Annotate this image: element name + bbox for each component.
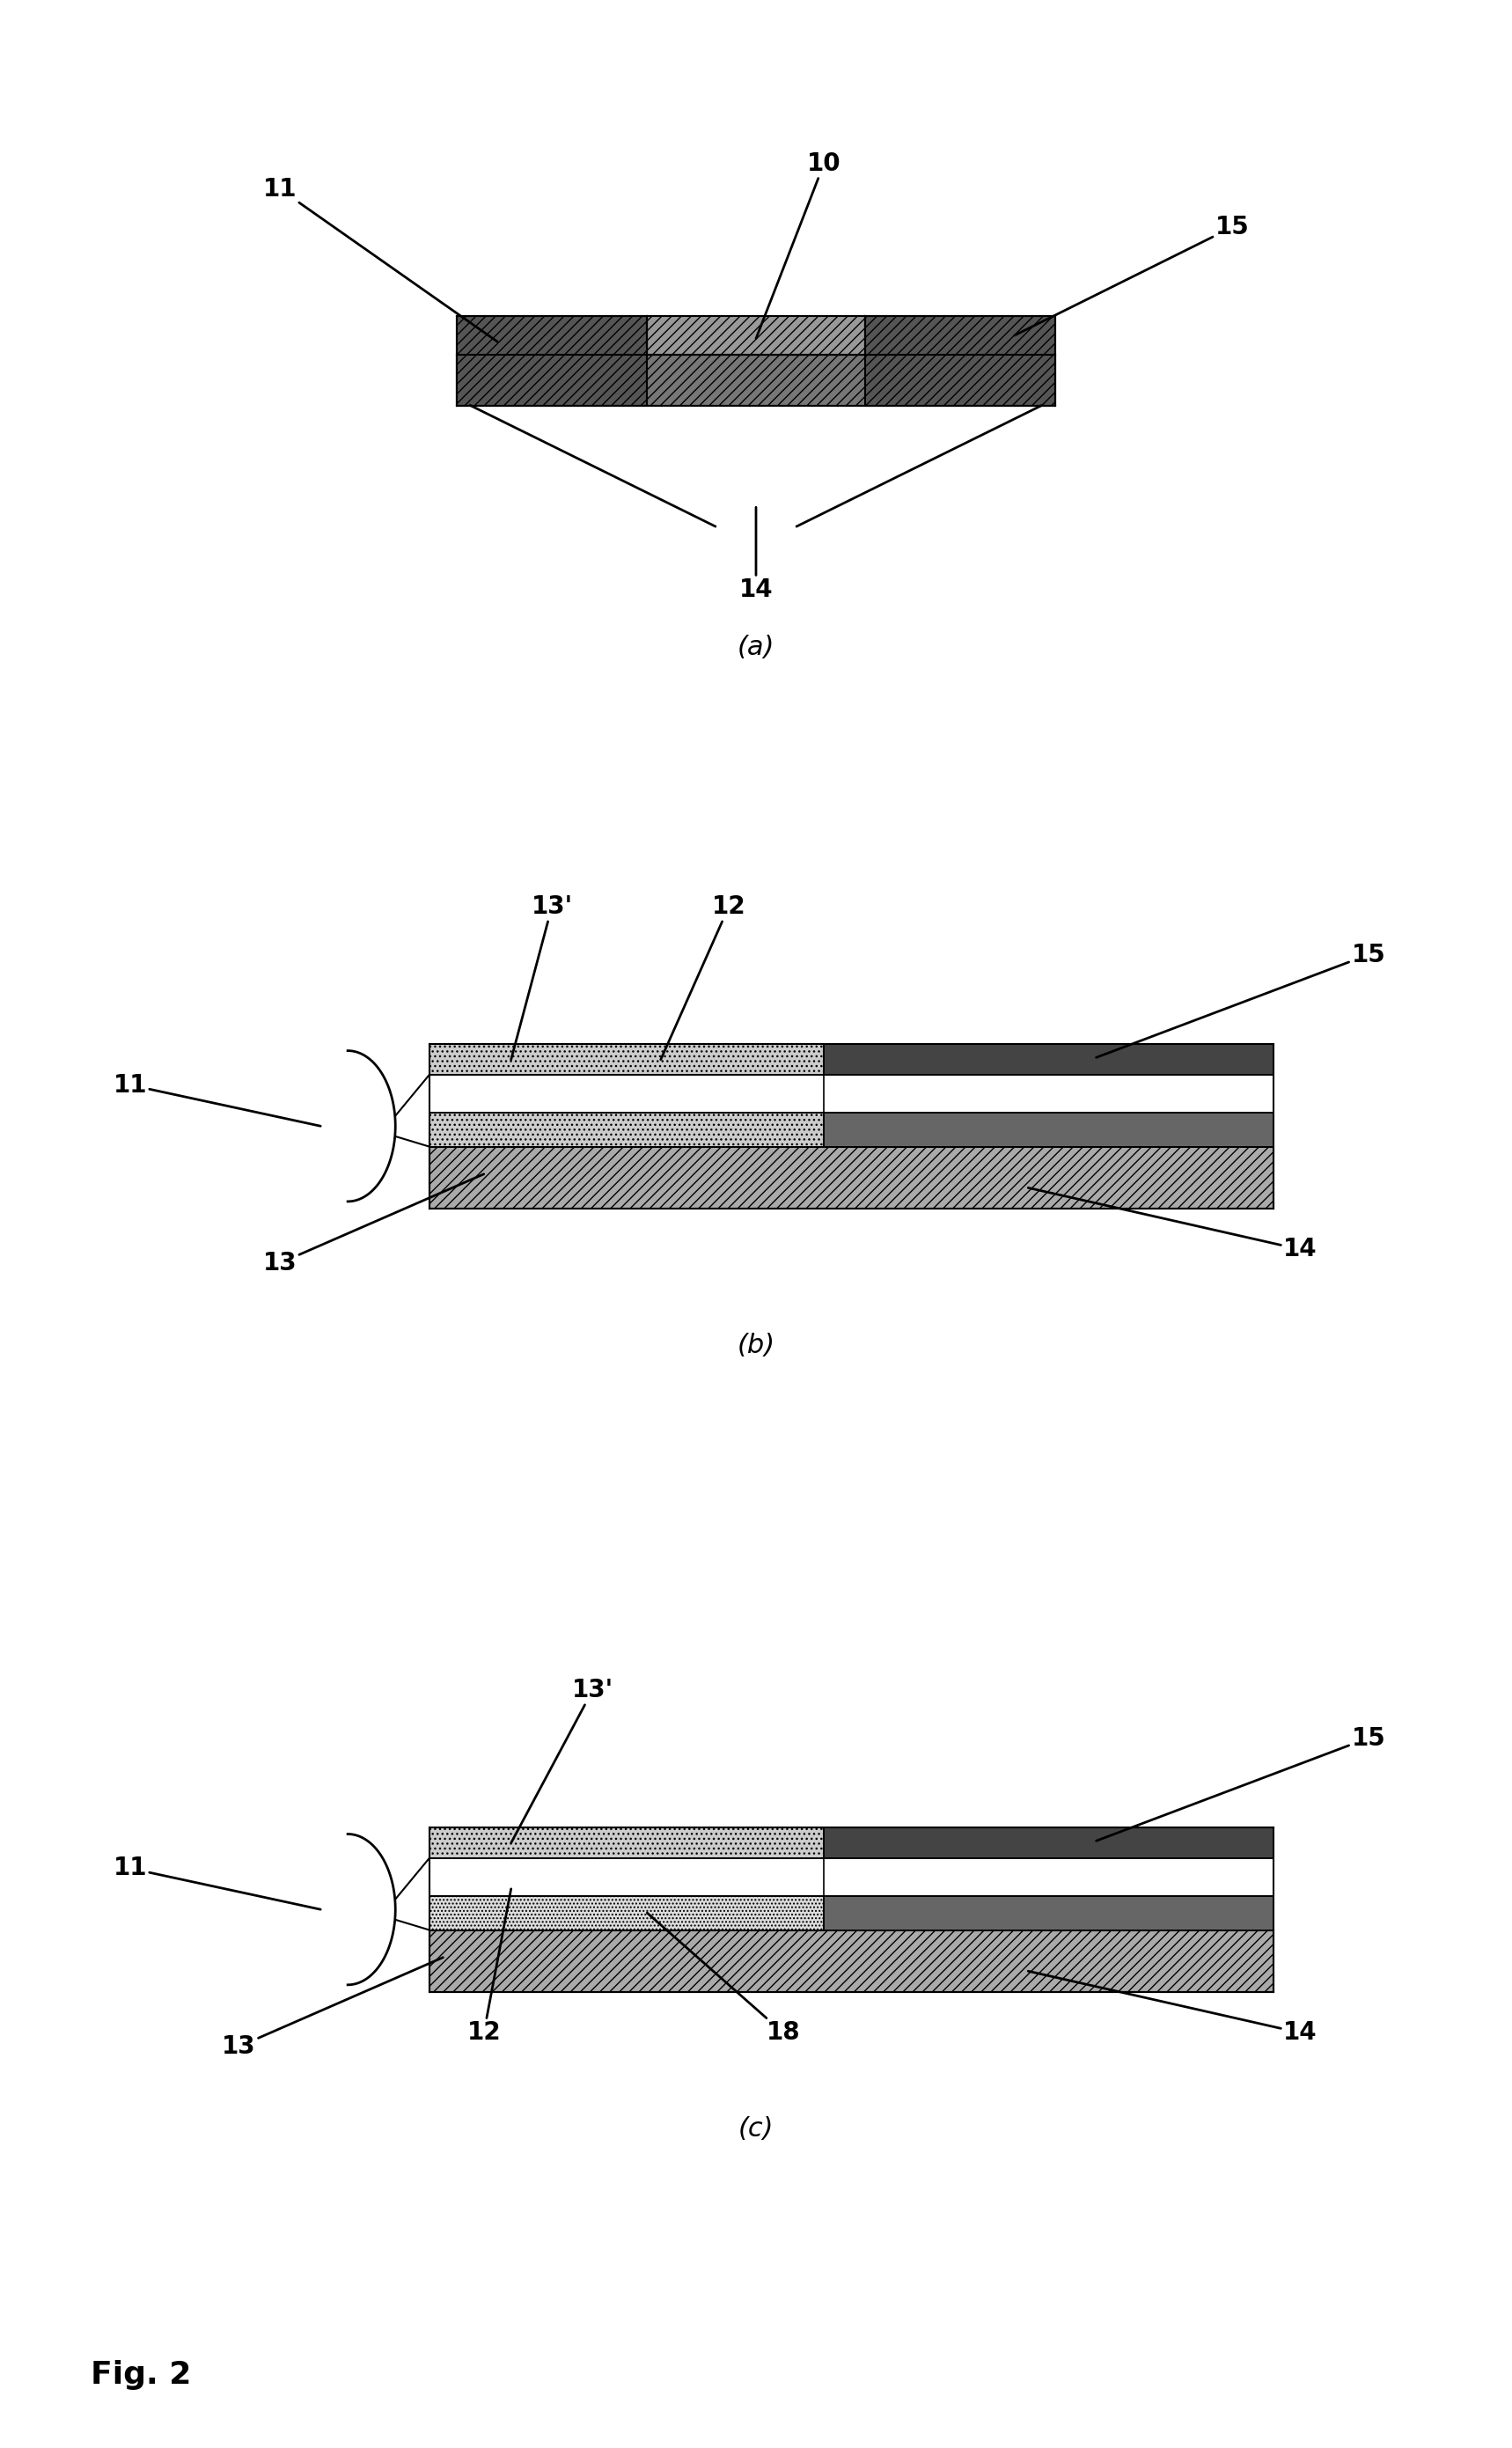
Text: 13: 13 (222, 1958, 443, 2059)
Text: (b): (b) (736, 1332, 776, 1359)
Bar (824, 1043, 1273, 1075)
Text: 11: 11 (263, 176, 497, 343)
Bar (429, 1858, 1273, 1895)
Text: 14: 14 (1028, 1187, 1317, 1261)
Text: 13: 13 (263, 1175, 484, 1275)
Bar (429, 1826, 824, 1858)
Text: (a): (a) (738, 634, 774, 661)
Text: 18: 18 (647, 1912, 800, 2044)
Bar (647, 316, 865, 355)
Text: 12: 12 (467, 1890, 511, 2044)
Text: 15: 15 (1096, 1726, 1385, 1841)
Text: 11: 11 (113, 1072, 321, 1126)
Text: 15: 15 (1096, 942, 1385, 1058)
Text: 13': 13' (511, 1677, 614, 1843)
Text: 13': 13' (511, 894, 573, 1060)
Bar (824, 1826, 1273, 1858)
Text: 15: 15 (1015, 215, 1249, 335)
Bar (429, 1895, 824, 1929)
Bar (429, 1111, 824, 1146)
Text: 12: 12 (661, 894, 745, 1060)
Bar (865, 316, 1055, 406)
Text: (c): (c) (738, 2115, 774, 2142)
Bar (457, 355, 1055, 406)
Bar (429, 1146, 1273, 1209)
Text: 14: 14 (739, 507, 773, 602)
Bar (429, 1929, 1273, 1993)
Text: 14: 14 (1028, 1971, 1317, 2044)
Bar (824, 1895, 1273, 1929)
Bar (429, 1043, 824, 1075)
Text: Fig. 2: Fig. 2 (91, 2360, 192, 2389)
Bar (824, 1111, 1273, 1146)
Text: 11: 11 (113, 1856, 321, 1909)
Text: 10: 10 (756, 152, 841, 338)
Bar (429, 1075, 1273, 1111)
Bar (457, 316, 647, 406)
